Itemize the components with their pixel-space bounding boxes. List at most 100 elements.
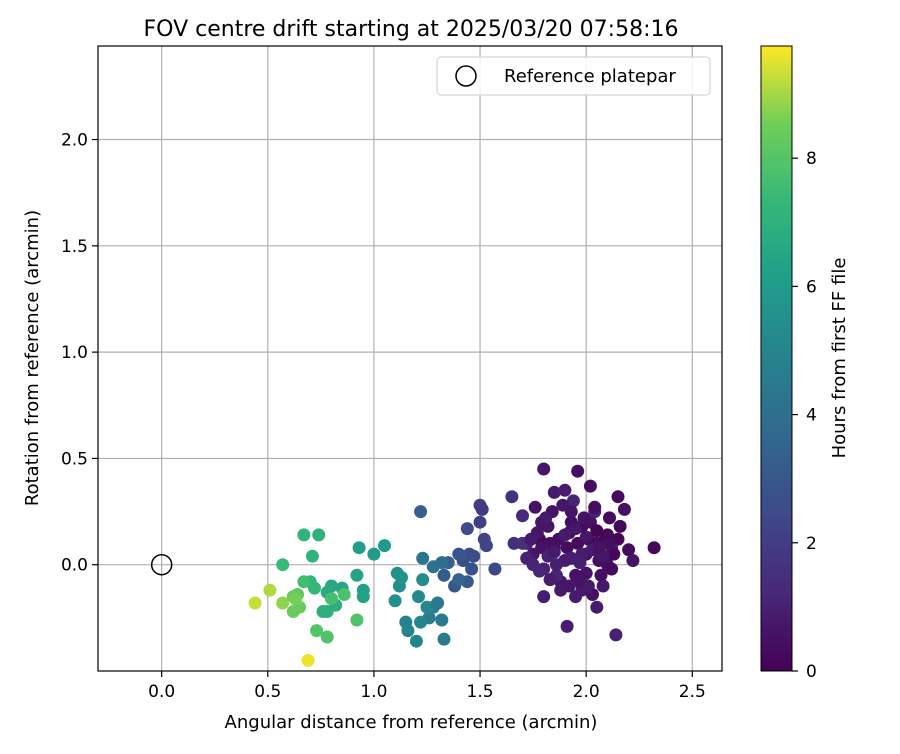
scatter-point [409, 634, 423, 648]
x-tick-label: 1.5 [467, 682, 494, 702]
scatter-point [416, 573, 430, 587]
y-tick-label: 1.0 [61, 343, 88, 363]
scatter-point [603, 511, 616, 525]
scatter-point [537, 590, 551, 604]
scatter-point [549, 558, 563, 572]
scatter-points [248, 462, 661, 667]
scatter-point [414, 615, 428, 629]
scatter-point [350, 613, 364, 627]
scatter-point [613, 519, 627, 533]
scatter-point [320, 630, 334, 644]
scatter-point [617, 502, 631, 516]
scatter-point [588, 500, 602, 514]
y-axis-label: Rotation from reference (arcmin) [22, 210, 43, 506]
scatter-point [435, 556, 449, 570]
scatter-point [524, 532, 538, 546]
scatter-point [401, 624, 415, 638]
scatter-point [533, 564, 546, 578]
scatter-point [569, 522, 583, 536]
scatter-point [452, 573, 466, 587]
scatter-point [337, 588, 351, 601]
scatter-point [581, 579, 595, 593]
scatter-point [479, 539, 493, 553]
scatter-point [414, 505, 428, 519]
scatter-point [437, 568, 451, 582]
legend-label: Reference platepar [504, 66, 676, 87]
scatter-point [611, 490, 625, 504]
scatter-point [590, 600, 604, 614]
scatter-point [573, 556, 587, 570]
scatter-point [308, 581, 321, 595]
colorbar-tick-label: 8 [806, 149, 817, 169]
scatter-point [566, 494, 580, 508]
scatter-point [579, 530, 593, 544]
scatter-point [516, 509, 529, 523]
scatter-point [325, 592, 338, 606]
scatter-point [465, 562, 479, 576]
scatter-point [647, 541, 661, 555]
scatter-point [248, 596, 262, 610]
chart-title: FOV centre drift starting at 2025/03/20 … [144, 17, 679, 42]
scatter-point [420, 600, 434, 614]
y-tick-label: 0.0 [61, 556, 88, 576]
scatter-point [475, 502, 489, 516]
scatter-point [547, 545, 561, 559]
scatter-point [571, 464, 585, 478]
reference-platepar-marker [150, 553, 173, 576]
scatter-point [609, 628, 623, 642]
scatter-point [467, 549, 481, 563]
x-tick-label: 0.5 [254, 682, 281, 702]
scatter-point [528, 500, 542, 514]
axis-ticks: 0.0 0.5 1.0 1.5 2.0 2.5 0.0 0.5 1.0 1.5 2.0 [61, 131, 706, 702]
colorbar-ticks: 0 2 4 6 8 [792, 149, 817, 682]
x-axis-label: Angular distance from reference (arcmin) [225, 712, 598, 733]
scatter-point [316, 605, 330, 618]
scatter-point [305, 549, 319, 563]
y-tick-label: 1.5 [61, 237, 88, 257]
grid [98, 46, 722, 671]
legend: Reference platepar [436, 56, 711, 96]
scatter-point [412, 590, 425, 604]
scatter-point [560, 619, 574, 633]
scatter-point [537, 462, 551, 476]
scatter-point [395, 571, 408, 584]
scatter-point [312, 528, 326, 542]
plot-frame [97, 45, 723, 672]
scatter-point [607, 547, 621, 561]
scatter-point [367, 547, 381, 561]
scatter-point [539, 511, 553, 525]
colorbar-gradient [760, 45, 793, 672]
plot-area [98, 46, 722, 671]
colorbar: 0 2 4 6 8 Hours from first FF file [760, 45, 850, 682]
scatter-point [276, 558, 290, 572]
x-tick-label: 2.0 [573, 682, 600, 702]
x-tick-label: 1.0 [360, 682, 387, 702]
scatter-point [505, 490, 519, 504]
scatter-point [297, 575, 311, 589]
scatter-point [590, 524, 604, 538]
scatter-point [583, 479, 597, 493]
scatter-point [558, 483, 572, 497]
scatter-point [276, 596, 290, 610]
x-tick-label: 2.5 [679, 682, 706, 702]
colorbar-tick-label: 2 [806, 534, 817, 554]
scatter-point [352, 541, 366, 555]
scatter-point [560, 541, 574, 555]
scatter-point [564, 505, 578, 519]
scatter-point [435, 613, 449, 627]
scatter-point [554, 583, 568, 597]
x-tick-label: 0.0 [148, 682, 175, 702]
scatter-point [626, 554, 640, 567]
legend-marker-icon [455, 65, 477, 87]
scatter-point [356, 590, 370, 604]
scatter-point [592, 541, 606, 555]
scatter-point [297, 528, 311, 542]
colorbar-label: Hours from first FF file [829, 258, 850, 459]
scatter-point [437, 632, 451, 646]
colorbar-tick-label: 4 [806, 406, 817, 426]
scatter-point [301, 653, 315, 667]
legend-box [436, 56, 711, 96]
scatter-point [286, 605, 300, 618]
